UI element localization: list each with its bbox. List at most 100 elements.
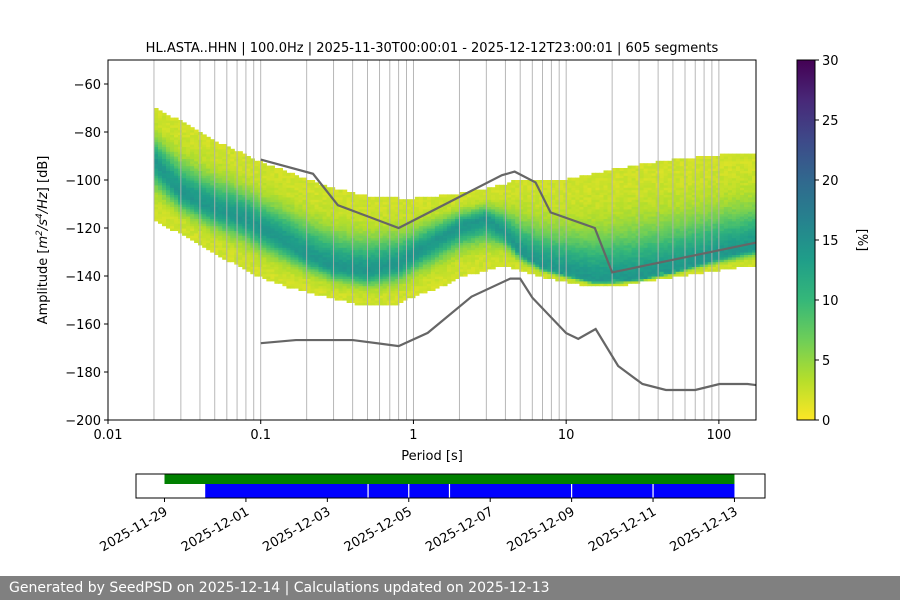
heatmap-cell — [206, 208, 211, 212]
heatmap-cell — [555, 252, 560, 255]
heatmap-cell — [286, 216, 292, 219]
heatmap-cell — [326, 204, 332, 207]
heatmap-cell — [157, 144, 163, 147]
heatmap-cell — [438, 249, 444, 253]
heatmap-cell — [575, 189, 580, 193]
heatmap-cell — [178, 192, 183, 195]
heatmap-cell — [342, 192, 348, 195]
heatmap-cell — [422, 254, 428, 258]
heatmap-cell — [218, 240, 223, 243]
heatmap-cell — [382, 268, 388, 272]
heatmap-cell — [531, 196, 536, 200]
heatmap-cell — [406, 213, 412, 217]
heatmap-cell — [214, 148, 219, 152]
heatmap-cell — [459, 201, 464, 205]
heatmap-cell — [202, 163, 207, 167]
heatmap-cell — [563, 187, 568, 191]
heatmap-cell — [571, 199, 576, 203]
heatmap-cell — [559, 194, 564, 198]
heatmap-cell — [342, 285, 348, 289]
heatmap-cell — [463, 235, 468, 239]
heatmap-cell — [471, 237, 476, 241]
heatmap-cell — [579, 240, 585, 243]
heatmap-cell — [242, 237, 247, 241]
heatmap-cell — [422, 218, 428, 222]
heatmap-cell — [438, 278, 444, 282]
heatmap-cell — [446, 259, 452, 263]
heatmap-cell — [206, 175, 211, 179]
heatmap-cell — [459, 220, 464, 224]
heatmap-cell — [202, 242, 207, 246]
heatmap-cell — [290, 278, 296, 282]
heatmap-cell — [166, 158, 171, 162]
heatmap-cell — [170, 218, 175, 222]
heatmap-cell — [294, 175, 300, 179]
heatmap-cell — [366, 290, 372, 294]
heatmap-cell — [475, 211, 480, 215]
heatmap-cell — [194, 211, 199, 215]
heatmap-cell — [274, 278, 279, 282]
heatmap-cell — [226, 247, 231, 251]
heatmap-cell — [190, 165, 195, 169]
heatmap-cell — [567, 216, 572, 219]
heatmap-cell — [551, 232, 556, 236]
heatmap-cell — [170, 206, 175, 210]
heatmap-cell — [374, 300, 380, 303]
heatmap-cell — [519, 230, 524, 234]
heatmap-cell — [270, 271, 275, 275]
heatmap-cell — [414, 259, 420, 263]
heatmap-cell — [599, 232, 605, 236]
heatmap-cell — [402, 259, 408, 263]
heatmap-cell — [306, 218, 312, 222]
heatmap-cell — [246, 156, 251, 159]
heatmap-cell — [170, 117, 175, 121]
heatmap-cell — [422, 276, 428, 279]
heatmap-cell — [206, 146, 211, 150]
heatmap-cell — [442, 273, 448, 277]
heatmap-cell — [290, 182, 296, 186]
heatmap-cell — [338, 244, 344, 248]
heatmap-cell — [198, 168, 203, 171]
heatmap-cell — [198, 194, 203, 198]
heatmap-cell — [310, 223, 316, 227]
heatmap-cell — [426, 213, 432, 217]
heatmap-cell — [342, 295, 348, 299]
heatmap-cell — [374, 213, 380, 217]
heatmap-cell — [370, 196, 376, 200]
heatmap-cell — [507, 192, 512, 195]
heatmap-cell — [583, 175, 589, 179]
heatmap-cell — [491, 194, 496, 198]
heatmap-cell — [583, 283, 589, 287]
heatmap-cell — [194, 220, 199, 224]
heatmap-cell — [270, 240, 275, 243]
heatmap-cell — [166, 129, 171, 133]
heatmap-cell — [591, 247, 597, 251]
heatmap-cell — [551, 228, 556, 231]
heatmap-cell — [511, 247, 516, 251]
heatmap-cell — [218, 158, 223, 162]
heatmap-cell — [603, 184, 609, 188]
heatmap-cell — [559, 232, 564, 236]
heatmap-cell — [559, 237, 564, 241]
heatmap-cell — [535, 268, 540, 272]
heatmap-cell — [587, 184, 593, 188]
heatmap-cell — [583, 204, 589, 207]
heatmap-cell — [547, 196, 552, 200]
heatmap-cell — [603, 216, 609, 219]
heatmap-cell — [250, 256, 255, 260]
heatmap-cell — [611, 247, 617, 251]
heatmap-cell — [246, 240, 251, 243]
heatmap-cell — [362, 220, 368, 224]
heatmap-cell — [479, 211, 484, 215]
heatmap-cell — [270, 170, 275, 174]
heatmap-cell — [250, 259, 255, 263]
heatmap-cell — [551, 194, 556, 198]
heatmap-cell — [178, 139, 183, 143]
heatmap-cell — [214, 151, 219, 155]
heatmap-cell — [282, 204, 288, 207]
heatmap-cell — [198, 242, 203, 246]
heatmap-cell — [194, 225, 199, 229]
heatmap-cell — [222, 256, 227, 260]
heatmap-cell — [302, 261, 308, 265]
heatmap-cell — [555, 201, 560, 205]
